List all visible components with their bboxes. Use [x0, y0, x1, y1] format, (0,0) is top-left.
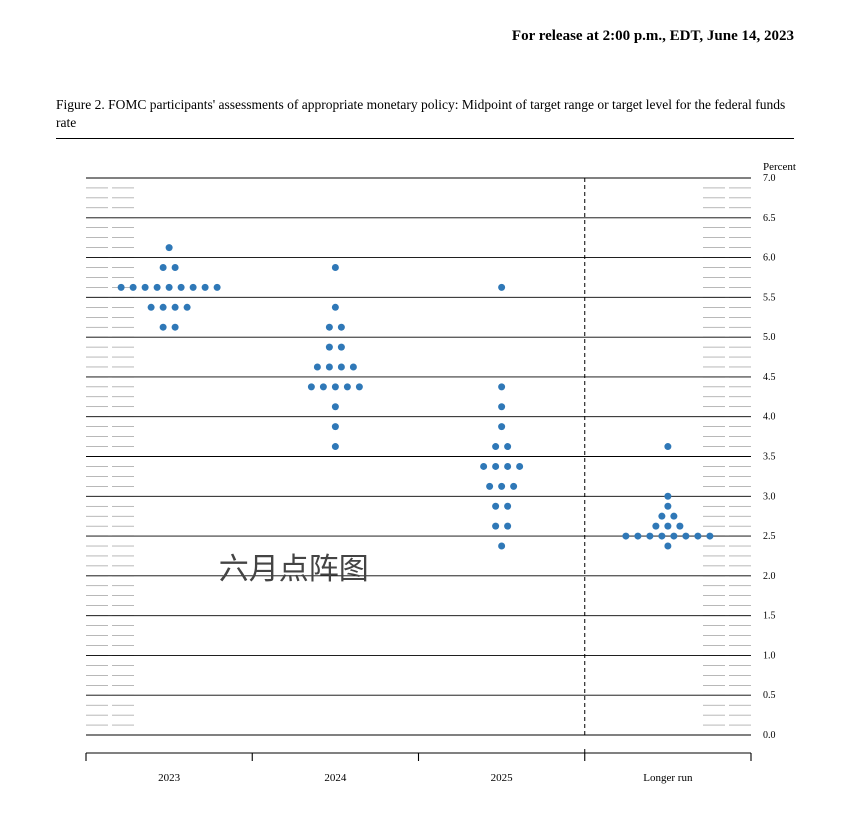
- svg-text:5.5: 5.5: [763, 292, 776, 303]
- figure-caption: Figure 2. FOMC participants' assessments…: [56, 96, 794, 139]
- svg-text:2.5: 2.5: [763, 531, 776, 542]
- svg-text:1.5: 1.5: [763, 611, 776, 622]
- svg-text:5.0: 5.0: [763, 332, 776, 343]
- svg-text:0.5: 0.5: [763, 690, 776, 701]
- chart-container: 0.0 0.5 1.0 1.5 2.0 2.5 3.0 3.5 4.0 4.5 5.0 5.5 6.0 6…: [56, 150, 796, 790]
- svg-text:3.0: 3.0: [763, 491, 776, 502]
- caption-text: Figure 2. FOMC participants' assessments…: [56, 97, 785, 130]
- svg-text:4.0: 4.0: [763, 412, 776, 423]
- dot-plot: 0.0 0.5 1.0 1.5 2.0 2.5 3.0 3.5 4.0 4.5 5.0 5.5 6.0 6…: [56, 150, 796, 790]
- svg-text:3.5: 3.5: [763, 452, 776, 463]
- svg-text:4.5: 4.5: [763, 372, 776, 383]
- svg-text:Percent: Percent: [763, 161, 796, 173]
- caption-rule: [56, 138, 794, 139]
- svg-text:1.0: 1.0: [763, 650, 776, 661]
- svg-text:2023: 2023: [158, 772, 181, 784]
- svg-text:7.0: 7.0: [763, 173, 776, 184]
- svg-text:6.0: 6.0: [763, 253, 776, 264]
- svg-text:2.0: 2.0: [763, 571, 776, 582]
- svg-text:0.0: 0.0: [763, 730, 776, 741]
- svg-text:2024: 2024: [324, 772, 347, 784]
- svg-text:Longer run: Longer run: [643, 772, 693, 784]
- svg-text:2025: 2025: [491, 772, 514, 784]
- release-line: For release at 2:00 p.m., EDT, June 14, …: [512, 28, 794, 45]
- svg-text:6.5: 6.5: [763, 213, 776, 224]
- page-root: For release at 2:00 p.m., EDT, June 14, …: [0, 0, 850, 836]
